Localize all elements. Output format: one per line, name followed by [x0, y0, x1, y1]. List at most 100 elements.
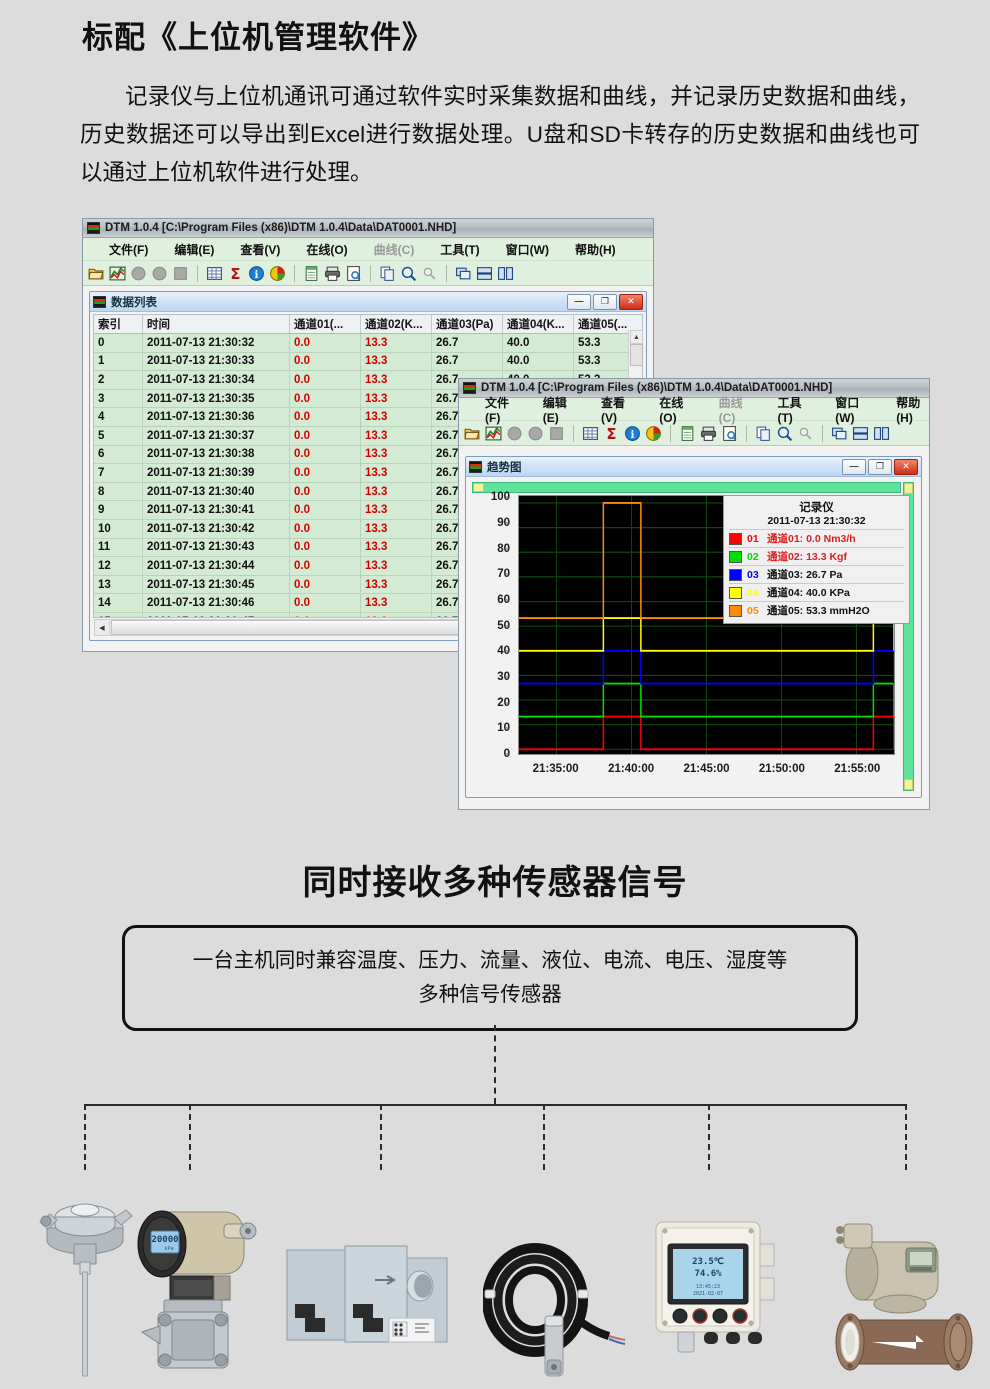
table-row[interactable]: 1 2011-07-13 21:30:33 0.0 13.3 26.7 40.0 53.3 [94, 352, 642, 372]
sigma-icon[interactable]: Σ [603, 425, 620, 442]
menu-view[interactable]: 查看(V) [601, 395, 626, 425]
cascade-windows-icon[interactable] [455, 265, 472, 282]
menubar[interactable]: 文件(F) 编辑(E) 查看(V) 在线(O) 曲线(C) 工具(T) 窗口(W… [459, 396, 929, 425]
print-icon[interactable] [324, 265, 341, 282]
horizontal-range-slider[interactable] [472, 482, 901, 493]
column-header-3[interactable]: 通道02(K... [360, 315, 432, 334]
tile-vertical-icon[interactable] [497, 265, 514, 282]
range-slider-knob[interactable] [473, 483, 484, 492]
range-slider-knob-bottom[interactable] [904, 779, 913, 790]
table-cell: 0.0 [289, 482, 361, 502]
column-header-0[interactable]: 索引 [94, 315, 143, 334]
column-header-2[interactable]: 通道01(... [289, 315, 361, 334]
chart-icon[interactable] [485, 425, 502, 442]
table-cell: 26.7 [431, 352, 503, 372]
pie-chart-icon[interactable] [269, 265, 286, 282]
open-folder-icon[interactable] [464, 425, 481, 442]
info-icon[interactable]: i [248, 265, 265, 282]
maximize-button[interactable]: ❐ [868, 458, 892, 475]
menu-file[interactable]: 文件(F) [109, 242, 149, 257]
vertical-range-slider[interactable] [903, 482, 914, 791]
menu-help[interactable]: 帮助(H) [896, 395, 921, 425]
column-header-4[interactable]: 通道03(Pa) [431, 315, 503, 334]
table-cell: 3 [94, 389, 143, 409]
print-icon[interactable] [700, 425, 717, 442]
legend-row[interactable]: 02 通道02: 13.3 Kgf [729, 547, 904, 565]
table-cell: 0.0 [289, 370, 361, 390]
y-tick-label: 10 [497, 722, 510, 735]
menu-file[interactable]: 文件(F) [485, 395, 510, 425]
chart-icon[interactable] [109, 265, 126, 282]
menubar[interactable]: 文件(F) 编辑(E) 查看(V) 在线(O) 曲线(C) 工具(T) 窗口(W… [83, 238, 653, 261]
table-cell: 2011-07-13 21:30:36 [142, 407, 290, 427]
tile-horizontal-icon[interactable] [852, 425, 869, 442]
zoom-in-icon[interactable] [776, 425, 793, 442]
menu-view[interactable]: 查看(V) [240, 242, 281, 257]
print-preview-icon[interactable] [721, 425, 738, 442]
legend-row[interactable]: 05 通道05: 53.3 mmH2O [729, 601, 904, 619]
menu-window[interactable]: 窗口(W) [505, 242, 549, 257]
copy-icon[interactable] [755, 425, 772, 442]
menu-online[interactable]: 在线(O) [659, 395, 684, 425]
y-tick-label: 100 [490, 491, 510, 504]
menu-tools[interactable]: 工具(T) [777, 395, 802, 425]
minimize-button[interactable]: — [842, 458, 866, 475]
zoom-in-icon[interactable] [400, 265, 417, 282]
y-tick-mark [505, 650, 510, 652]
copy-icon[interactable] [379, 265, 396, 282]
table-cell: 26.7 [431, 333, 503, 353]
column-header-1[interactable]: 时间 [142, 315, 290, 334]
table-cell: 13.3 [360, 352, 432, 372]
column-header-5[interactable]: 通道04(K... [502, 315, 574, 334]
window-titlebar[interactable]: DTM 1.0.4 [C:\Program Files (x86)\DTM 1.… [83, 219, 653, 238]
toolbar[interactable]: Σ i [83, 261, 653, 286]
minimize-button[interactable]: — [567, 293, 591, 310]
connector-drop-3 [380, 1104, 382, 1170]
toolbar[interactable]: Σ i [459, 421, 929, 446]
info-icon[interactable]: i [624, 425, 641, 442]
export-excel-icon[interactable] [303, 265, 320, 282]
menu-edit[interactable]: 编辑(E) [542, 395, 567, 425]
table-cell: 10 [94, 519, 143, 539]
table-cell: 2011-07-13 21:30:43 [142, 538, 290, 558]
close-button[interactable]: ✕ [894, 458, 918, 475]
maximize-button[interactable]: ❐ [593, 293, 617, 310]
table-icon[interactable] [206, 265, 223, 282]
table-cell: 13.3 [360, 389, 432, 409]
tile-horizontal-icon[interactable] [476, 265, 493, 282]
table-cell: 0.0 [289, 556, 361, 576]
table-row[interactable]: 0 2011-07-13 21:30:32 0.0 13.3 26.7 40.0 53.3 [94, 333, 642, 353]
menu-edit[interactable]: 编辑(E) [174, 242, 215, 257]
scroll-thumb[interactable] [630, 344, 643, 366]
legend-row[interactable]: 03 通道03: 26.7 Pa [729, 565, 904, 583]
dtm-window-trend: DTM 1.0.4 [C:\Program Files (x86)\DTM 1.… [458, 378, 930, 810]
range-slider-knob-top[interactable] [904, 483, 913, 494]
table-cell: 13.3 [360, 426, 432, 446]
scroll-up-arrow[interactable]: ▲ [630, 330, 643, 344]
legend-row[interactable]: 04 通道04: 40.0 KPa [729, 583, 904, 601]
close-button[interactable]: ✕ [619, 293, 643, 310]
column-header-6[interactable]: 通道05(... [573, 315, 642, 334]
app-icon [469, 460, 482, 473]
scroll-left-arrow[interactable]: ◀ [95, 621, 110, 634]
mdi-titlebar[interactable]: 数据列表 — ❐ ✕ [90, 292, 646, 312]
menu-online[interactable]: 在线(O) [306, 242, 348, 257]
y-axis-labels: 0102030405060708090100 [474, 490, 516, 760]
export-excel-icon[interactable] [679, 425, 696, 442]
menu-help[interactable]: 帮助(H) [574, 242, 616, 257]
connector-drop-1 [84, 1104, 86, 1170]
sigma-icon[interactable]: Σ [227, 265, 244, 282]
window-titlebar[interactable]: DTM 1.0.4 [C:\Program Files (x86)\DTM 1.… [459, 379, 929, 398]
cascade-windows-icon[interactable] [831, 425, 848, 442]
table-icon[interactable] [582, 425, 599, 442]
menu-tools[interactable]: 工具(T) [440, 242, 480, 257]
y-tick-label: 80 [497, 542, 510, 555]
y-tick-label: 60 [497, 594, 510, 607]
open-folder-icon[interactable] [88, 265, 105, 282]
print-preview-icon[interactable] [345, 265, 362, 282]
menu-window[interactable]: 窗口(W) [835, 395, 860, 425]
mdi-titlebar[interactable]: 趋势图 — ❐ ✕ [466, 457, 921, 477]
tile-vertical-icon[interactable] [873, 425, 890, 442]
pie-chart-icon[interactable] [645, 425, 662, 442]
legend-row[interactable]: 01 通道01: 0.0 Nm3/h [729, 529, 904, 547]
